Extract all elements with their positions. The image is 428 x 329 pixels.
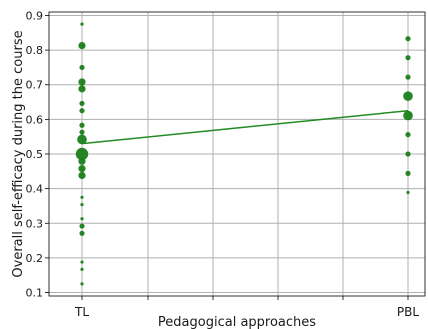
data-point-tl — [78, 157, 86, 165]
grid-lines — [49, 12, 425, 296]
data-points — [75, 22, 413, 286]
data-point-tl — [79, 129, 85, 135]
data-point-pbl — [403, 91, 413, 101]
data-point-pbl — [403, 110, 413, 121]
x-tick-label: PBL — [397, 305, 419, 319]
data-point-tl — [78, 41, 86, 50]
data-point-tl — [80, 22, 84, 26]
data-point-pbl — [405, 55, 411, 61]
data-point-tl — [78, 85, 86, 93]
data-point-tl — [78, 78, 86, 86]
y-tick-label: 0.8 — [26, 44, 44, 57]
data-point-tl — [80, 195, 84, 199]
data-point-tl — [79, 100, 85, 107]
data-point-tl — [79, 230, 85, 236]
x-tick-label: TL — [74, 305, 89, 319]
data-point-tl — [79, 223, 85, 229]
y-tick-label: 0.2 — [26, 252, 44, 265]
data-point-tl — [77, 134, 87, 145]
data-point-pbl — [405, 151, 411, 157]
x-axis: TL PBL — [74, 296, 419, 319]
y-axis: 0.1 0.2 0.3 0.4 0.5 0.6 0.7 0.8 0.9 — [26, 9, 49, 300]
data-point-pbl — [405, 36, 411, 42]
data-point-tl — [78, 164, 86, 173]
y-tick-label: 0.7 — [26, 79, 44, 92]
y-tick-label: 0.5 — [26, 148, 44, 161]
y-tick-label: 0.1 — [26, 287, 44, 300]
y-tick-label: 0.9 — [26, 9, 44, 22]
y-tick-label: 0.6 — [26, 113, 44, 126]
data-point-tl — [75, 147, 89, 161]
data-point-pbl — [405, 170, 411, 176]
data-point-tl — [78, 171, 86, 180]
data-point-tl — [80, 260, 84, 264]
trend-line-group — [81, 109, 409, 145]
data-point-tl — [80, 217, 84, 221]
data-point-tl — [80, 267, 84, 271]
data-point-pbl — [406, 190, 410, 195]
data-point-pbl — [405, 132, 411, 138]
data-point-tl — [80, 282, 84, 286]
x-axis-label: Pedagogical approaches — [158, 315, 316, 329]
y-tick-label: 0.4 — [26, 183, 44, 196]
data-point-pbl — [405, 74, 411, 80]
data-point-tl — [79, 108, 85, 114]
y-axis-label: Overall self-efficacy during the course — [11, 30, 26, 277]
trend-line — [81, 109, 409, 145]
data-point-tl — [80, 202, 84, 207]
data-point-tl — [79, 122, 85, 128]
data-point-tl — [79, 64, 85, 71]
y-tick-label: 0.3 — [26, 217, 44, 230]
